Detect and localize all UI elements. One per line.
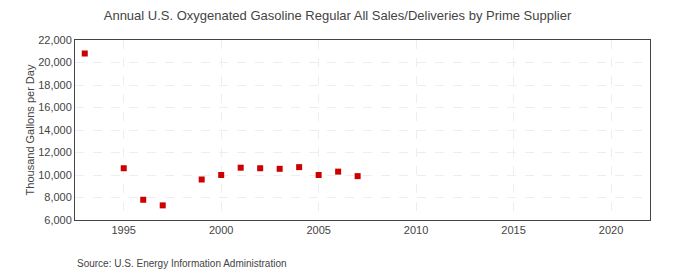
svg-text:2020: 2020 bbox=[599, 224, 623, 236]
svg-text:20,000: 20,000 bbox=[38, 56, 72, 68]
svg-text:2010: 2010 bbox=[404, 224, 428, 236]
svg-text:Thousand Gallons per Day: Thousand Gallons per Day bbox=[24, 64, 36, 195]
svg-text:18,000: 18,000 bbox=[38, 79, 72, 91]
svg-text:6,000: 6,000 bbox=[44, 214, 72, 226]
svg-text:1995: 1995 bbox=[111, 224, 135, 236]
svg-text:2000: 2000 bbox=[209, 224, 233, 236]
svg-text:Source: U.S. Energy Informatio: Source: U.S. Energy Information Administ… bbox=[77, 258, 287, 269]
svg-text:16,000: 16,000 bbox=[38, 101, 72, 113]
svg-text:2005: 2005 bbox=[306, 224, 330, 236]
svg-text:22,000: 22,000 bbox=[38, 34, 72, 46]
svg-text:10,000: 10,000 bbox=[38, 169, 72, 181]
svg-text:12,000: 12,000 bbox=[38, 146, 72, 158]
svg-text:Annual U.S. Oxygenated Gasolin: Annual U.S. Oxygenated Gasoline Regular … bbox=[104, 8, 572, 23]
svg-text:14,000: 14,000 bbox=[38, 124, 72, 136]
svg-text:8,000: 8,000 bbox=[44, 191, 72, 203]
svg-text:2015: 2015 bbox=[501, 224, 525, 236]
